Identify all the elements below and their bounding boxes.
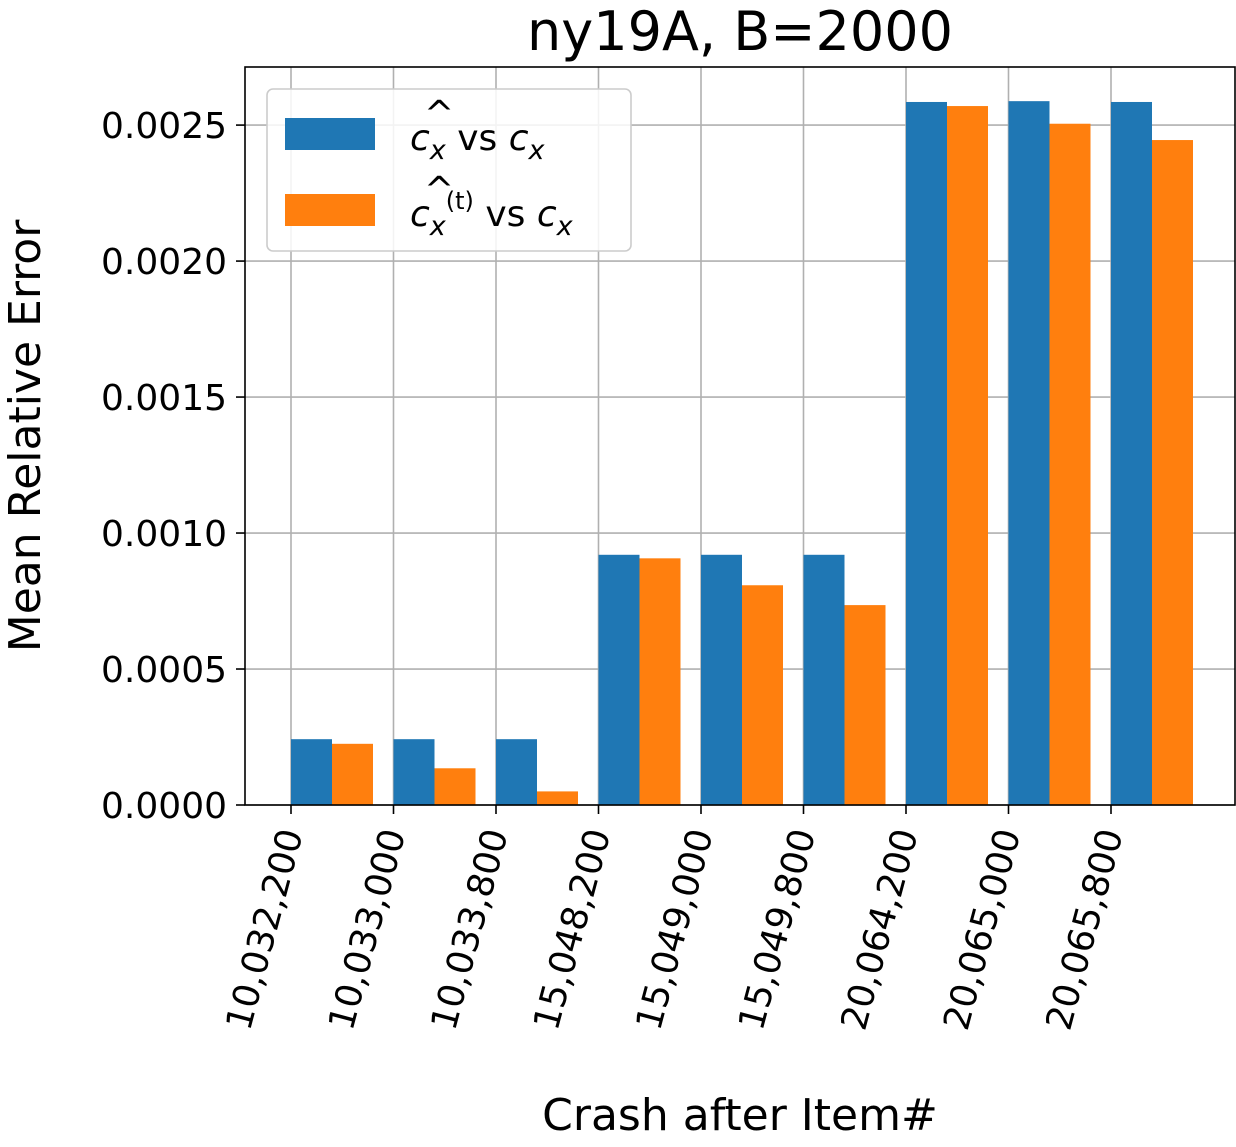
legend-swatch-series-1 <box>285 194 375 226</box>
bar-series-1-7 <box>1049 123 1091 806</box>
bar-series-1-0 <box>332 743 373 805</box>
bar-series-0-6 <box>906 101 947 806</box>
y-tick-label-5: 0.0025 <box>101 106 227 147</box>
y-tick-label-2: 0.0010 <box>101 514 227 555</box>
legend-label-1-sub: x <box>429 211 447 242</box>
legend-label-1-sup: (t) <box>446 187 474 215</box>
legend-label-0-sub: x <box>429 135 447 166</box>
legend-label-series-0: cx vs cx <box>410 118 546 166</box>
legend-label-0-rhs-sub: x <box>528 135 546 166</box>
bar-series-0-3 <box>598 554 640 805</box>
plot-frame <box>244 66 1236 806</box>
bar-series-0-1 <box>393 739 435 805</box>
bar-series-1-5 <box>844 605 886 805</box>
legend-label-0-hat: ^ <box>424 94 454 135</box>
legend-label-1-rhs: c <box>537 194 557 235</box>
y-tick-label-1: 0.0005 <box>101 650 227 691</box>
bar-series-0-0 <box>291 739 332 805</box>
legend-label-series-1: cx(t) vs cx <box>410 187 574 242</box>
legend-label-1-rhs-sub: x <box>556 211 574 242</box>
bar-series-1-8 <box>1152 140 1193 805</box>
bar-series-0-7 <box>1008 101 1050 805</box>
legend-label-0-vs: vs <box>446 118 509 159</box>
bar-series-1-2 <box>537 791 578 805</box>
legend-swatch-series-0 <box>285 118 375 150</box>
legend-label-1-hat: ^ <box>424 170 454 211</box>
bar-series-1-4 <box>742 585 783 805</box>
bar-series-1-1 <box>434 768 476 805</box>
bar-series-1-3 <box>639 558 681 805</box>
y-axis: 0.0000 0.0005 0.0010 0.0015 0.0020 0.0025 <box>101 106 245 827</box>
bar-series-1-6 <box>947 106 988 805</box>
legend-label-1-base: c <box>410 194 430 235</box>
legend-label-1-vs: vs <box>474 194 537 235</box>
y-axis-title: Mean Relative Error <box>0 219 51 652</box>
legend-label-0-base: c <box>410 118 430 159</box>
x-axis-title: Crash after Item# <box>542 1090 938 1141</box>
y-tick-label-4: 0.0020 <box>101 242 227 283</box>
bars <box>291 101 1193 806</box>
legend-label-0-rhs: c <box>509 118 529 159</box>
y-tick-label-0: 0.0000 <box>101 786 227 827</box>
chart-title: ny19A, B=2000 <box>527 0 953 63</box>
bar-series-0-4 <box>701 554 742 805</box>
bar-series-0-8 <box>1111 101 1152 806</box>
legend: cx vs cx ^ cx(t) vs cx ^ <box>266 88 632 252</box>
bar-series-0-5 <box>803 554 845 805</box>
y-tick-label-3: 0.0015 <box>101 378 227 419</box>
bar-series-0-2 <box>496 739 537 805</box>
